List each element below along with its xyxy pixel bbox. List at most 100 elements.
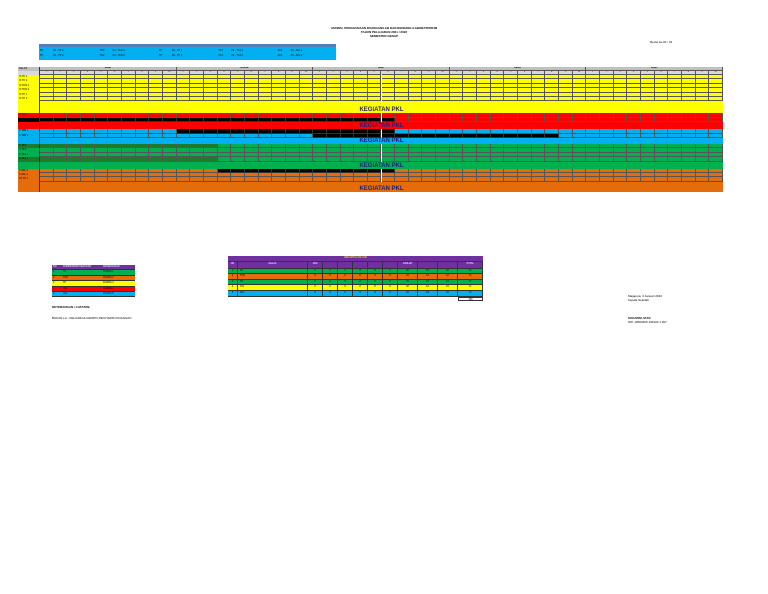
schedule-cell [258, 148, 273, 153]
schedule-cell [135, 177, 150, 182]
period-header: 4 [217, 71, 232, 75]
schedule-cell [559, 157, 573, 162]
recap-header [353, 261, 368, 268]
room-legend: NO KOMPETENSI KEAHLIAN KETERANGAN 1 TK RUANG … [52, 265, 135, 298]
grid-row: X TP 2 [18, 148, 723, 153]
schedule-cell [80, 83, 95, 89]
schedule-cell [559, 177, 573, 182]
schedule-cell [121, 88, 136, 93]
schedule-cell [94, 75, 109, 80]
schedule-cell [654, 144, 669, 149]
schedule-cell [285, 177, 300, 182]
schedule-cell [258, 79, 273, 84]
schedule-cell [600, 144, 614, 149]
schedule-cell [367, 133, 382, 138]
schedule-cell [80, 133, 95, 138]
schedule-cell [504, 148, 519, 153]
schedule-cell [586, 97, 601, 102]
period-header: 9 [285, 71, 300, 75]
schedule-cell [381, 113, 396, 118]
schedule-cell [272, 157, 286, 162]
schedule-cell [477, 173, 491, 178]
schedule-cell [231, 144, 245, 149]
schedule-cell [217, 117, 232, 123]
legend-cell: 2 [53, 275, 55, 279]
recap-value: 16 [438, 290, 458, 296]
schedule-cell [586, 148, 601, 153]
header-label: KELAS [18, 67, 40, 71]
schedule-cell [53, 144, 68, 149]
schedule-cell [40, 133, 54, 138]
schedule-cell [627, 144, 642, 149]
schedule-cell [709, 92, 723, 97]
legend-code: TKJ [218, 49, 223, 52]
schedule-cell [654, 79, 669, 84]
legend-class: XII - TK 1 [53, 49, 64, 52]
schedule-cell [668, 168, 683, 173]
period-header: 9 [422, 71, 437, 75]
schedule-cell [190, 144, 204, 149]
schedule-cell [244, 117, 259, 123]
schedule-cell [531, 144, 546, 149]
schedule-cell [53, 79, 68, 84]
schedule-cell [285, 113, 300, 118]
schedule-cell [627, 117, 642, 123]
schedule-cell [477, 168, 491, 173]
recap-title: REKAPITULASI JAM [344, 256, 367, 259]
grid-row: KEGIATAN PKL [18, 101, 723, 114]
legend-code: TK [40, 54, 44, 57]
schedule-cell [436, 83, 450, 89]
schedule-cell [53, 83, 68, 89]
schedule-cell [135, 173, 150, 178]
schedule-cell [326, 144, 341, 149]
schedule-cell [203, 133, 218, 138]
schedule-cell [340, 177, 355, 182]
schedule-cell [94, 152, 109, 158]
schedule-cell [149, 75, 163, 80]
period-header: 3 [613, 71, 628, 75]
schedule-cell [94, 173, 109, 178]
schedule-cell [299, 152, 314, 158]
schedule-cell [285, 79, 300, 84]
recap-value: 8 [368, 279, 383, 285]
period-header: 2 [463, 71, 478, 75]
schedule-cell [654, 173, 669, 178]
recap-value: 8 [338, 268, 353, 274]
row-label [18, 101, 40, 114]
schedule-cell [600, 88, 614, 93]
schedule-cell [340, 75, 355, 80]
recap-value: 72 [458, 285, 483, 290]
schedule-cell [600, 117, 614, 123]
recap-header: JUMLAH [398, 261, 418, 268]
schedule-cell [367, 83, 382, 89]
schedule-cell [176, 79, 191, 84]
schedule-cell [613, 79, 628, 84]
schedule-cell [94, 97, 109, 102]
schedule-cell [162, 133, 177, 138]
recap-value: 16 [438, 285, 458, 290]
schedule-cell [613, 152, 628, 158]
schedule-cell [572, 133, 587, 138]
schedule-cell [326, 75, 341, 80]
pkl-banner: KEGIATAN PKL [359, 123, 404, 130]
legend-cell: RUANG 5 [103, 291, 114, 295]
schedule-cell [272, 152, 286, 158]
schedule-cell [40, 79, 54, 84]
schedule-cell [408, 79, 423, 84]
grid-row: X TKR 2 [18, 133, 723, 138]
period-header: 6 [381, 71, 396, 75]
recap-no: 3 [228, 279, 238, 285]
schedule-cell [53, 152, 68, 158]
schedule-cell [299, 173, 314, 178]
recap-class: TP [238, 279, 308, 285]
recap-value: 16 [418, 279, 438, 285]
schedule-cell [258, 144, 273, 149]
schedule-cell [135, 113, 150, 118]
schedule-cell [203, 173, 218, 178]
period-header: 8 [272, 71, 286, 75]
schedule-cell [108, 75, 122, 80]
schedule-cell [40, 173, 54, 178]
schedule-cell [176, 117, 191, 123]
schedule-cell [354, 97, 368, 102]
schedule-cell [80, 117, 95, 123]
